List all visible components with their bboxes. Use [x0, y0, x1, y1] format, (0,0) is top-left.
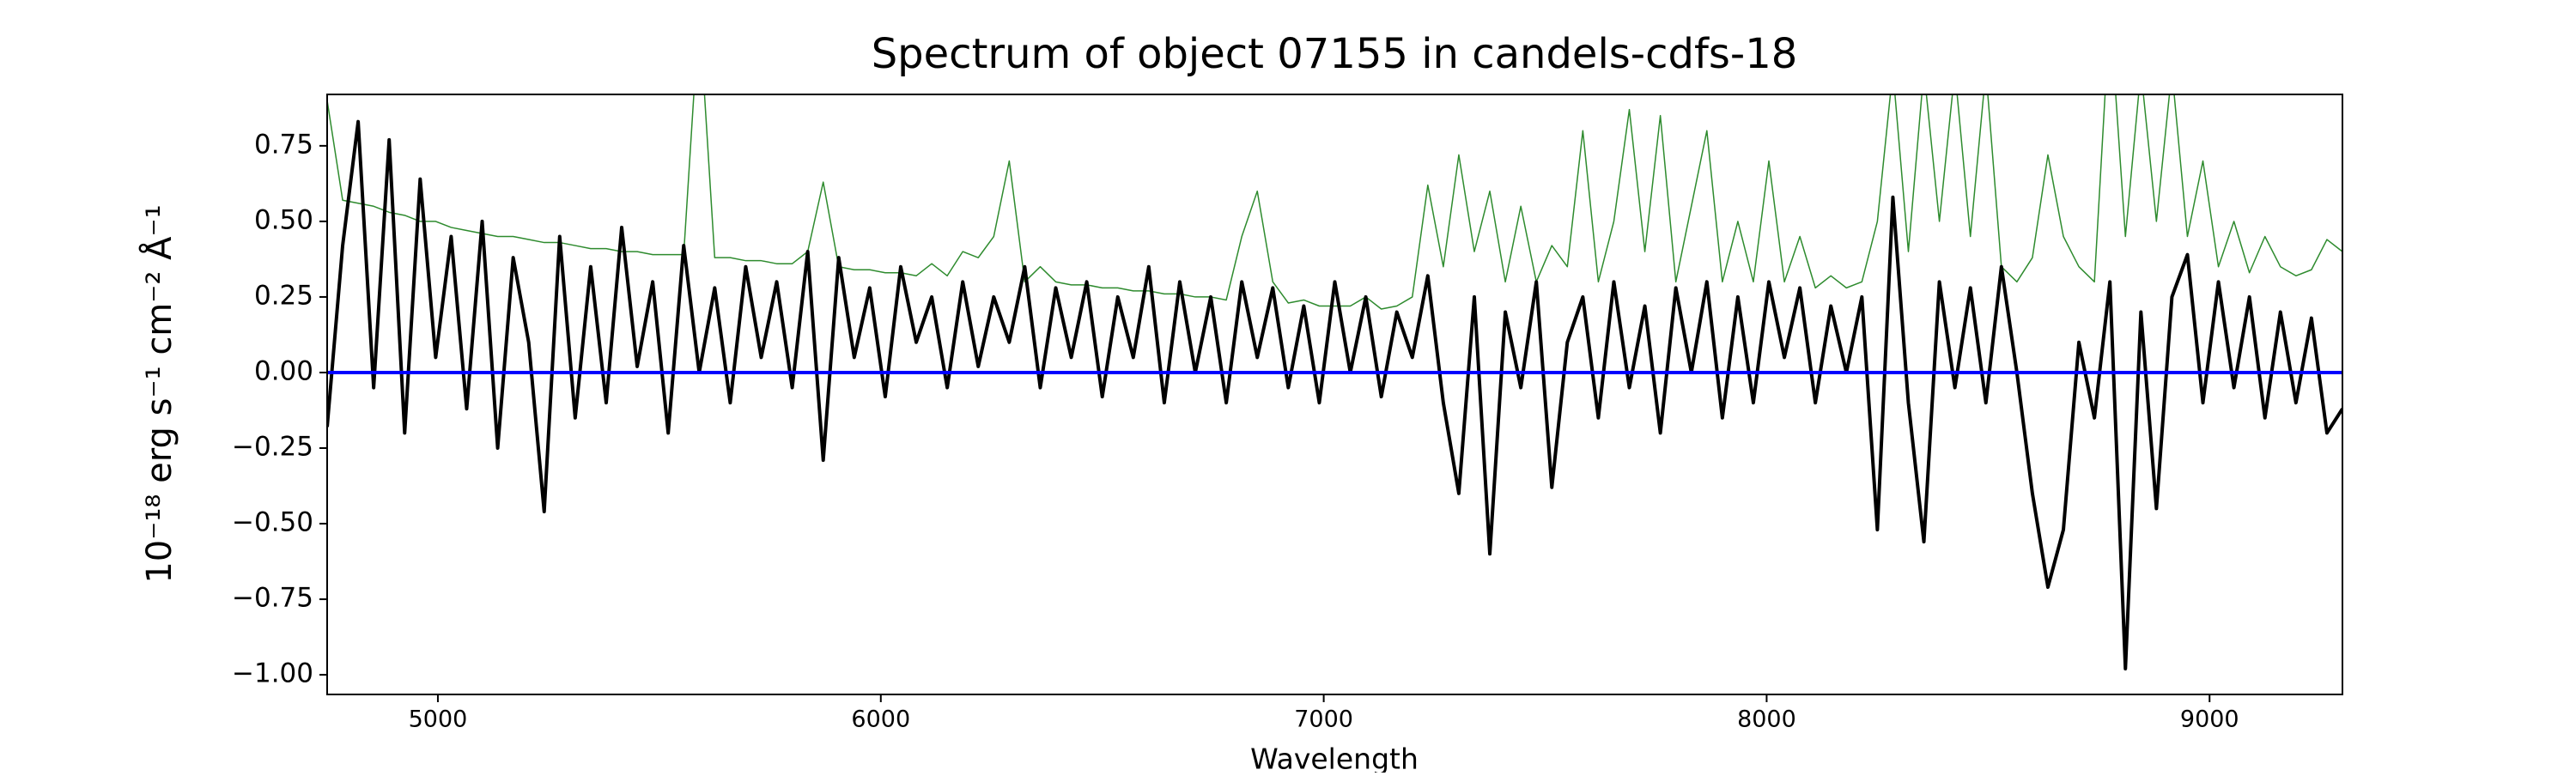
y-tick-label: 0.50 — [254, 204, 313, 235]
chart-title: Spectrum of object 07155 in candels-cdfs… — [872, 30, 1798, 78]
x-tick-label: 5000 — [409, 706, 468, 733]
y-tick-label: 0.00 — [254, 355, 313, 386]
x-axis-label: Wavelength — [1250, 743, 1419, 773]
spectrum-line — [327, 94, 2342, 310]
y-axis-label: 10⁻¹⁸ erg s⁻¹ cm⁻² Å⁻¹ — [138, 204, 179, 583]
x-tick-label: 9000 — [2180, 706, 2239, 733]
y-tick-label: −0.75 — [232, 583, 313, 614]
y-tick-label: 0.75 — [254, 129, 313, 160]
x-tick-label: 7000 — [1294, 706, 1353, 733]
y-tick-label: 0.25 — [254, 280, 313, 311]
plot-area — [327, 94, 2342, 671]
y-tick-label: −0.25 — [232, 432, 313, 463]
y-tick-label: −0.50 — [232, 507, 313, 538]
y-tick-label: −1.00 — [232, 658, 313, 689]
spectrum-line — [327, 119, 2342, 671]
x-tick-label: 8000 — [1737, 706, 1796, 733]
x-tick-label: 6000 — [851, 706, 910, 733]
plot-frame — [326, 94, 2343, 695]
